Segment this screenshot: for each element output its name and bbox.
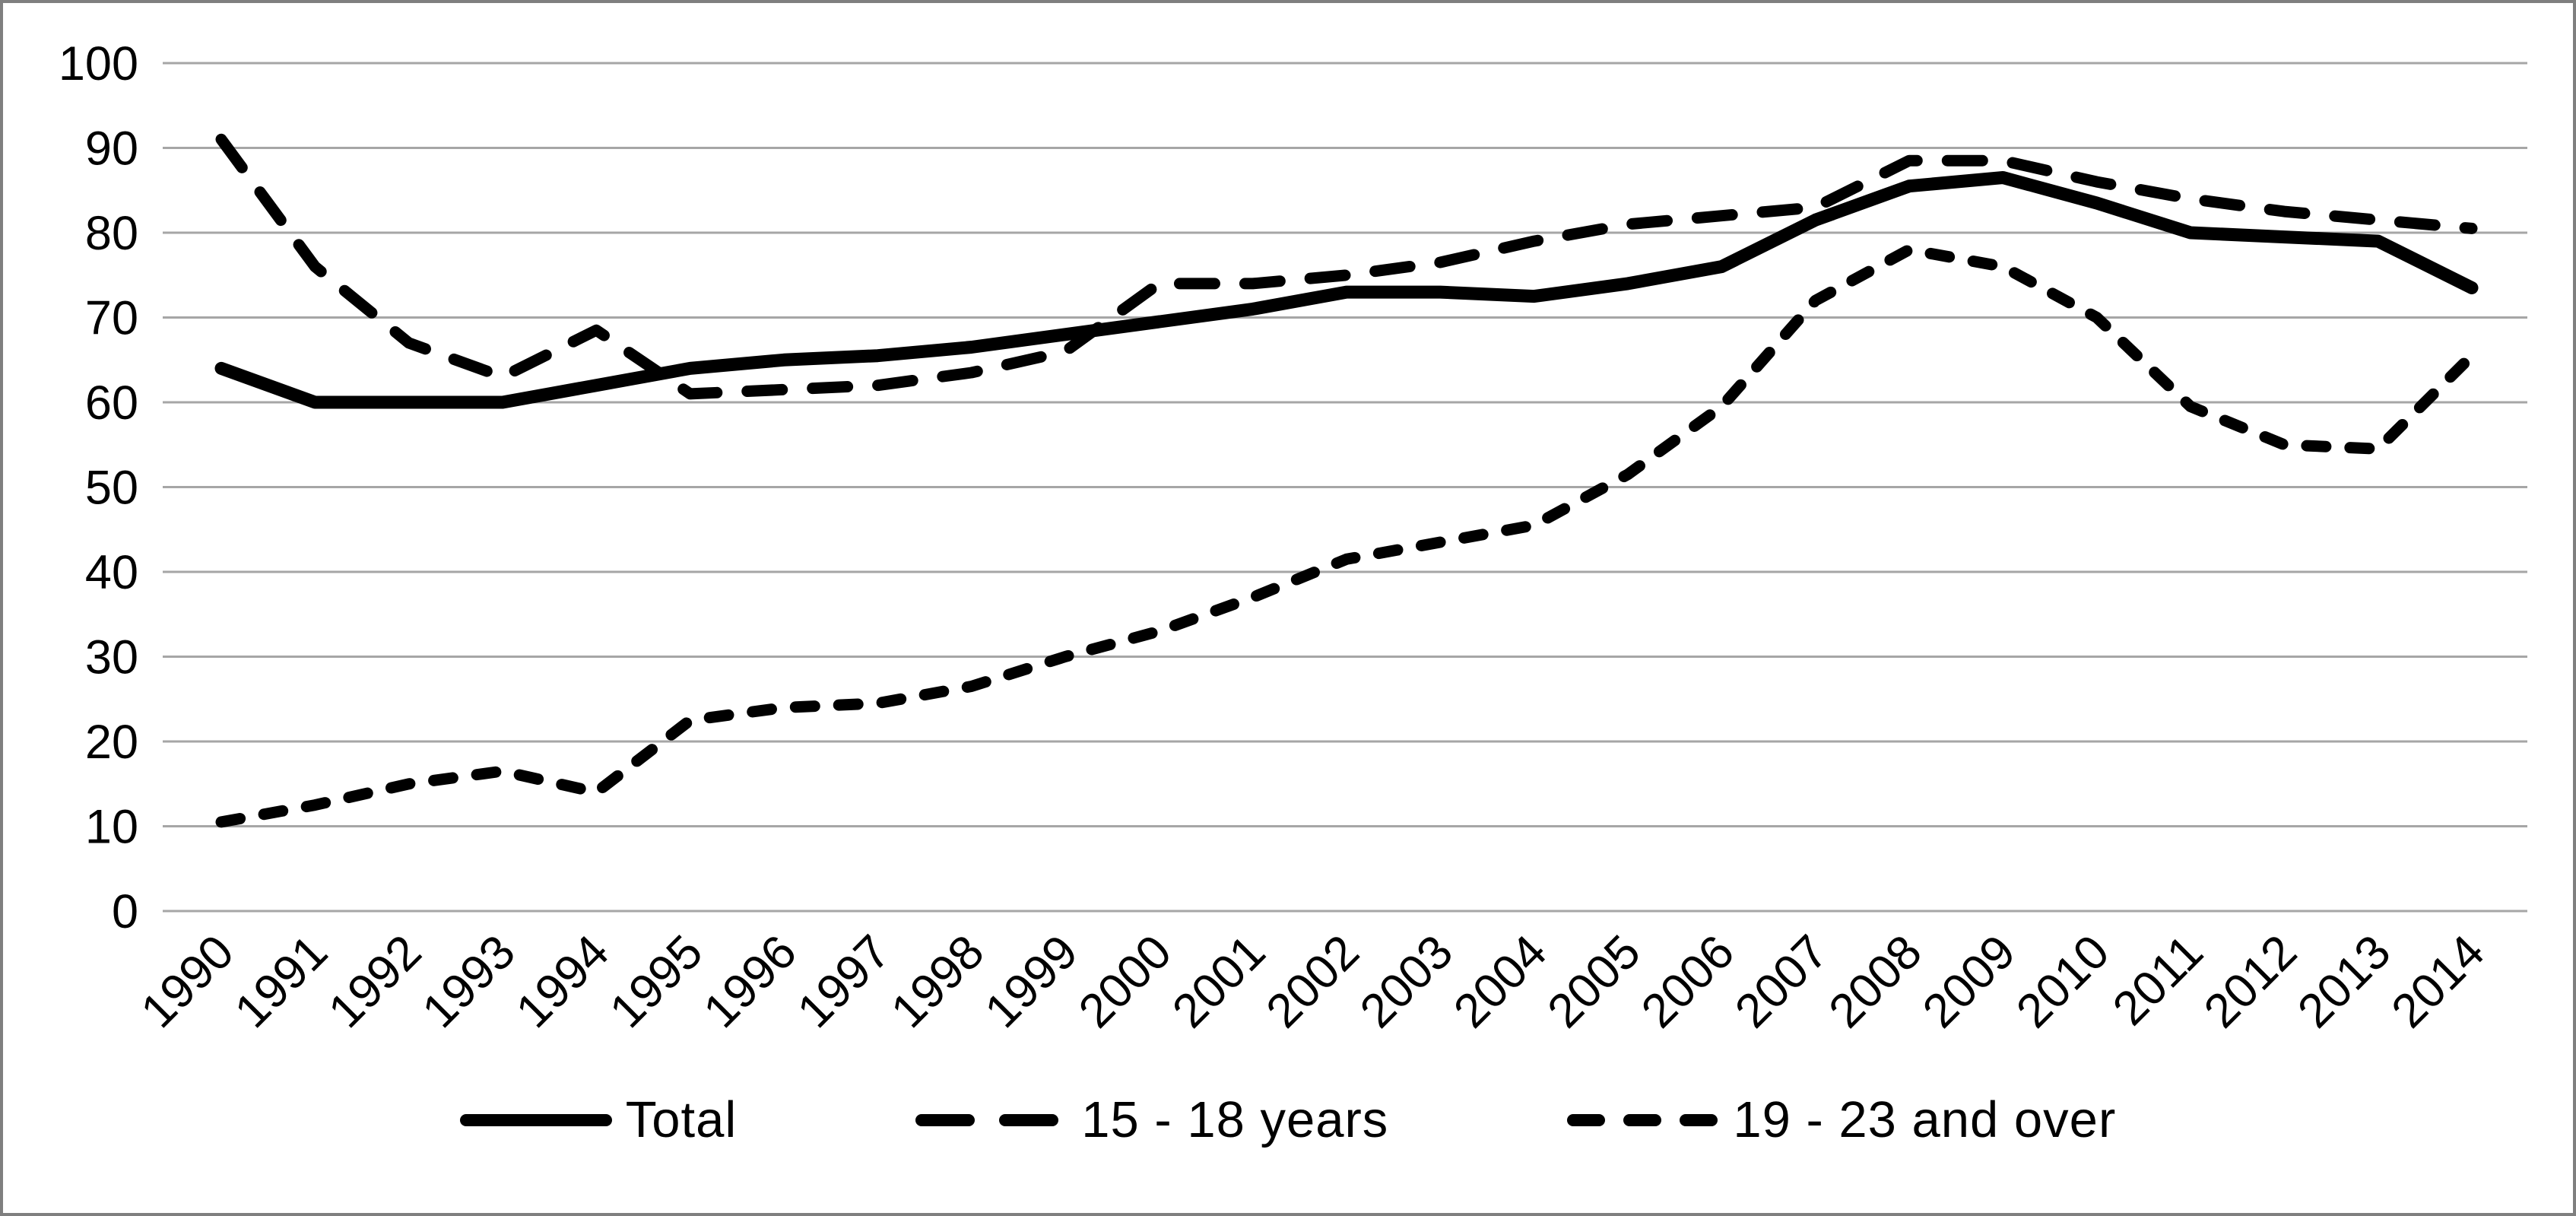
y-axis-tick-label: 50 (85, 462, 138, 515)
x-axis-tick-label: 2000 (1069, 925, 1182, 1038)
y-axis-tick-label: 100 (59, 37, 138, 90)
legend-label-total: Total (625, 1091, 738, 1148)
chart-legend: Total 15 - 18 years 19 - 23 and over (3, 1091, 2573, 1149)
y-axis-tick-label: 70 (85, 292, 138, 345)
legend-swatch-long-dash-line (915, 1113, 1068, 1126)
x-axis-tick-label: 2007 (1725, 925, 1838, 1038)
x-axis-tick-label: 2004 (1444, 925, 1557, 1038)
x-axis-tick-label: 2012 (2194, 925, 2308, 1038)
line-chart-canvas: 0102030405060708090100199019911992199319… (59, 37, 2527, 1038)
legend-label-15-18-years: 15 - 18 years (1081, 1091, 1389, 1148)
x-axis-tick-label: 1994 (506, 925, 620, 1038)
x-axis-tick-label: 1996 (693, 925, 807, 1038)
x-axis-tick-label: 1999 (975, 925, 1088, 1038)
y-axis-tick-label: 40 (85, 546, 138, 599)
x-axis-tick-label: 1990 (131, 925, 244, 1038)
legend-swatch-solid-line (459, 1113, 612, 1126)
x-axis-tick-label: 1992 (319, 925, 432, 1038)
x-axis-tick-label: 2014 (2381, 925, 2495, 1038)
y-axis-tick-label: 60 (85, 376, 138, 430)
x-axis-tick-label: 1998 (881, 925, 995, 1038)
x-axis-tick-label: 2006 (1632, 925, 1745, 1038)
x-axis-tick-label: 1995 (600, 925, 713, 1038)
legend-item-15-18-years[interactable]: 15 - 18 years (915, 1091, 1388, 1149)
legend-label-19-23-and-over: 19 - 23 and over (1733, 1091, 2117, 1148)
x-axis-tick-label: 2005 (1537, 925, 1651, 1038)
legend-item-total[interactable]: Total (459, 1091, 738, 1149)
x-axis-tick-label: 1993 (412, 925, 525, 1038)
series-line-15-18-years (215, 133, 2478, 400)
y-axis-tick-label: 30 (85, 631, 138, 684)
x-axis-tick-label: 2010 (2007, 925, 2120, 1038)
x-axis-tick-label: 1997 (788, 925, 901, 1038)
x-axis-tick-label: 1991 (225, 925, 338, 1038)
y-axis-tick-label: 80 (85, 207, 138, 260)
x-axis-tick-label: 2001 (1163, 925, 1276, 1038)
x-axis-tick-label: 2013 (2288, 925, 2401, 1038)
y-axis-tick-label: 0 (112, 885, 138, 938)
y-axis-tick-label: 90 (85, 122, 138, 176)
x-axis-tick-label: 2003 (1350, 925, 1464, 1038)
y-axis-tick-label: 20 (85, 716, 138, 769)
x-axis-tick-label: 2009 (1913, 925, 2026, 1038)
legend-item-19-23-and-over[interactable]: 19 - 23 and over (1567, 1091, 2116, 1149)
x-axis-tick-label: 2002 (1256, 925, 1369, 1038)
series-line-19-23-and-over (215, 243, 2478, 828)
x-axis-tick-label: 2008 (1819, 925, 1932, 1038)
x-axis-tick-label: 2011 (2103, 925, 2213, 1035)
series-line-total (214, 171, 2479, 409)
y-axis-tick-label: 10 (85, 801, 138, 854)
legend-swatch-short-dash-line (1567, 1113, 1720, 1126)
